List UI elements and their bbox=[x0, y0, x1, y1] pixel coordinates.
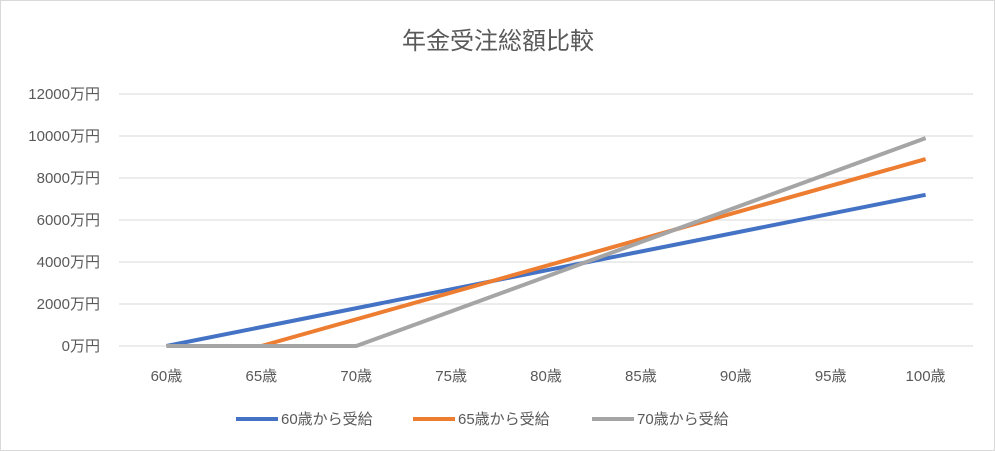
legend-label: 70歳から受給 bbox=[637, 411, 729, 428]
gridlines bbox=[119, 93, 973, 347]
series-line-1 bbox=[166, 192, 926, 348]
y-tick-label: 10000万円 bbox=[28, 128, 100, 145]
series-lines bbox=[166, 136, 927, 348]
series-line-2 bbox=[166, 157, 927, 348]
legend: 60歳から受給 65歳から受給 70歳から受給 bbox=[236, 411, 729, 428]
chart-title: 年金受注総額比較 bbox=[402, 28, 594, 55]
y-tick-label: 0万円 bbox=[62, 338, 100, 355]
x-tick-label: 65歳 bbox=[245, 368, 277, 385]
y-axis-ticks: 0万円 2000万円 4000万円 6000万円 8000万円 10000万円 12000万… bbox=[28, 86, 100, 355]
y-tick-label: 6000万円 bbox=[37, 212, 100, 229]
x-tick-label: 60歳 bbox=[151, 368, 183, 385]
legend-item: 70歳から受給 bbox=[592, 411, 729, 428]
series-line-3 bbox=[166, 136, 927, 348]
y-tick-label: 12000万円 bbox=[28, 86, 100, 103]
legend-label: 60歳から受給 bbox=[281, 411, 373, 428]
x-tick-label: 80歳 bbox=[530, 368, 562, 385]
legend-item: 60歳から受給 bbox=[236, 411, 373, 428]
y-tick-label: 2000万円 bbox=[37, 296, 100, 313]
legend-label: 65歳から受給 bbox=[458, 411, 550, 428]
x-tick-label: 95歳 bbox=[815, 368, 847, 385]
legend-item: 65歳から受給 bbox=[413, 411, 550, 428]
x-tick-label: 85歳 bbox=[625, 368, 657, 385]
x-tick-label: 90歳 bbox=[720, 368, 752, 385]
y-tick-label: 8000万円 bbox=[37, 170, 100, 187]
x-tick-label: 100歳 bbox=[906, 368, 946, 385]
x-tick-label: 75歳 bbox=[435, 368, 467, 385]
x-axis-ticks: 60歳 65歳 70歳 75歳 80歳 85歳 90歳 95歳 100歳 bbox=[151, 368, 946, 385]
x-tick-label: 70歳 bbox=[340, 368, 372, 385]
y-tick-label: 4000万円 bbox=[37, 254, 100, 271]
